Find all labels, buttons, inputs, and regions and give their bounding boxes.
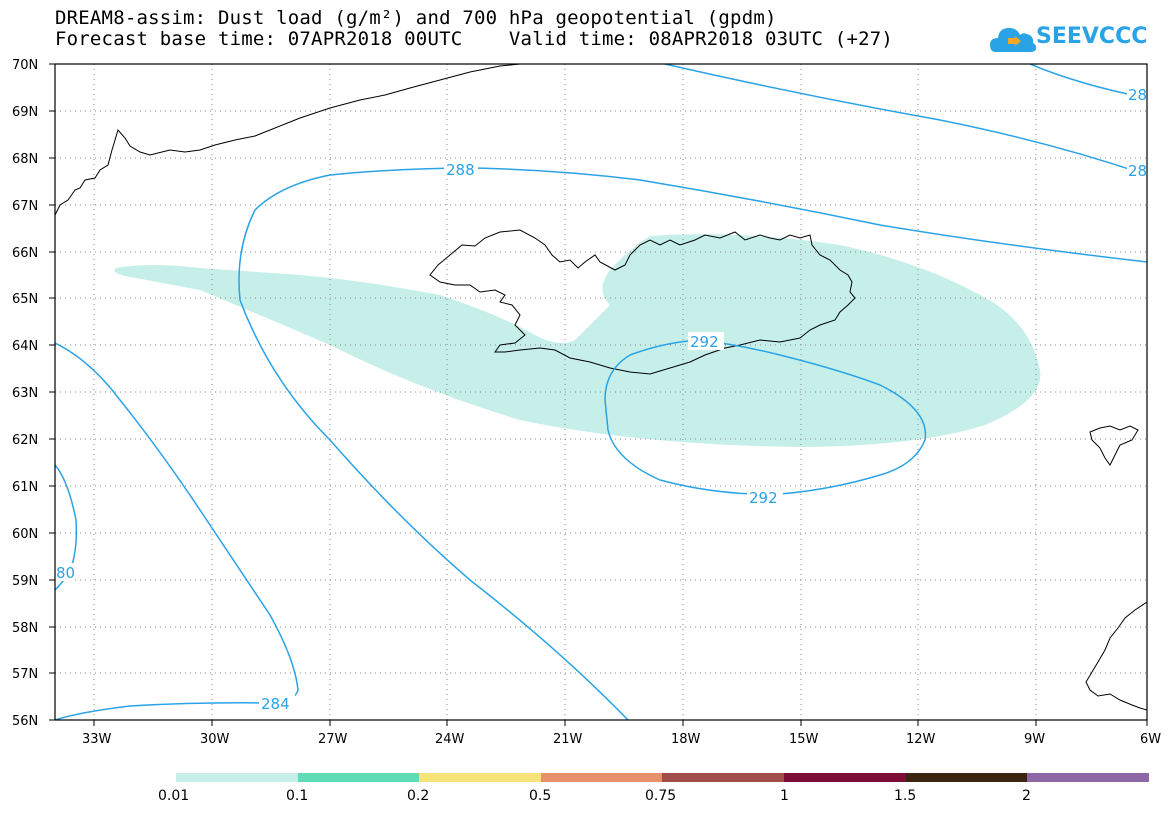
contour-label: 288 [446, 161, 475, 179]
longitude-labels: 33W 30W 27W 24W 21W 18W 15W 12W 9W 6W [82, 732, 1161, 747]
lat-label: 60N [12, 527, 38, 542]
dust-load-area [114, 234, 1041, 447]
lon-label: 18W [671, 732, 701, 747]
geopotential-contours [55, 64, 1147, 720]
lon-label: 12W [906, 732, 936, 747]
tick-marks [49, 63, 1148, 726]
colorbar-label: 0.5 [529, 788, 551, 804]
contour-label: 292 [749, 489, 778, 507]
scotland-coast [1085, 601, 1147, 711]
colorbar-label: 0.75 [645, 788, 676, 804]
lat-label: 57N [12, 667, 38, 682]
colorbar-swatch [906, 773, 1027, 782]
contour-north-1 [664, 64, 1147, 176]
lon-label: 15W [789, 732, 819, 747]
contour-288 [238, 167, 1147, 720]
lat-label: 69N [12, 105, 38, 120]
map-title: DREAM8-assim: Dust load (g/m²) and 700 h… [55, 7, 777, 29]
logo-text: SEEVCCC [1036, 24, 1148, 49]
lat-label: 61N [12, 480, 38, 495]
colorbar-label: 1 [780, 788, 789, 804]
colorbar-label: 0.2 [407, 788, 429, 804]
colorbar-swatch [419, 773, 541, 782]
colorbar: 0.01 0.1 0.2 0.5 0.75 1 1.5 2 [158, 773, 1149, 804]
lat-label: 66N [12, 246, 38, 261]
contour-284 [55, 342, 299, 720]
latitude-labels: 70N 69N 68N 67N 66N 65N 64N 63N 62N 61N … [12, 58, 38, 729]
contour-label: 28 [1128, 86, 1147, 104]
lat-label: 67N [12, 199, 38, 214]
lon-label: 27W [318, 732, 348, 747]
lat-label: 59N [12, 574, 38, 589]
lat-label: 68N [12, 152, 38, 167]
lon-label: 24W [435, 732, 465, 747]
contour-label: 284 [261, 695, 290, 713]
colorbar-swatch [541, 773, 662, 782]
colorbar-label: 0.1 [286, 788, 308, 804]
graticule [55, 64, 1147, 720]
greenland-coast [55, 64, 521, 216]
colorbar-swatch [784, 773, 906, 782]
lat-label: 70N [12, 58, 38, 73]
colorbar-swatch [662, 773, 784, 782]
faroe-coast [1089, 425, 1139, 466]
coastlines [55, 64, 1147, 711]
contour-label: 292 [690, 333, 719, 351]
map-time-info: Forecast base time: 07APR2018 00UTC Vali… [55, 28, 894, 50]
contour-label: 28 [1128, 162, 1147, 180]
contour-280 [55, 464, 78, 591]
contour-label: 80 [56, 564, 75, 582]
colorbar-label: 1.5 [894, 788, 916, 804]
lon-label: 33W [82, 732, 112, 747]
contour-292 [604, 339, 927, 495]
lat-label: 62N [12, 433, 38, 448]
lon-label: 9W [1024, 732, 1045, 747]
colorbar-swatch [298, 773, 419, 782]
colorbar-label: 0.01 [158, 788, 189, 804]
lat-label: 65N [12, 292, 38, 307]
arrow-icon [1008, 35, 1021, 47]
lat-label: 56N [12, 714, 38, 729]
lat-label: 64N [12, 339, 38, 354]
lon-label: 6W [1140, 732, 1161, 747]
colorbar-label: 2 [1022, 788, 1031, 804]
lat-label: 58N [12, 621, 38, 636]
lat-label: 63N [12, 386, 38, 401]
lon-label: 21W [553, 732, 583, 747]
iceland-coast [429, 229, 856, 375]
seevccc-logo [990, 28, 1037, 52]
lon-label: 30W [200, 732, 230, 747]
colorbar-swatch [176, 773, 298, 782]
colorbar-swatch [1027, 773, 1149, 782]
